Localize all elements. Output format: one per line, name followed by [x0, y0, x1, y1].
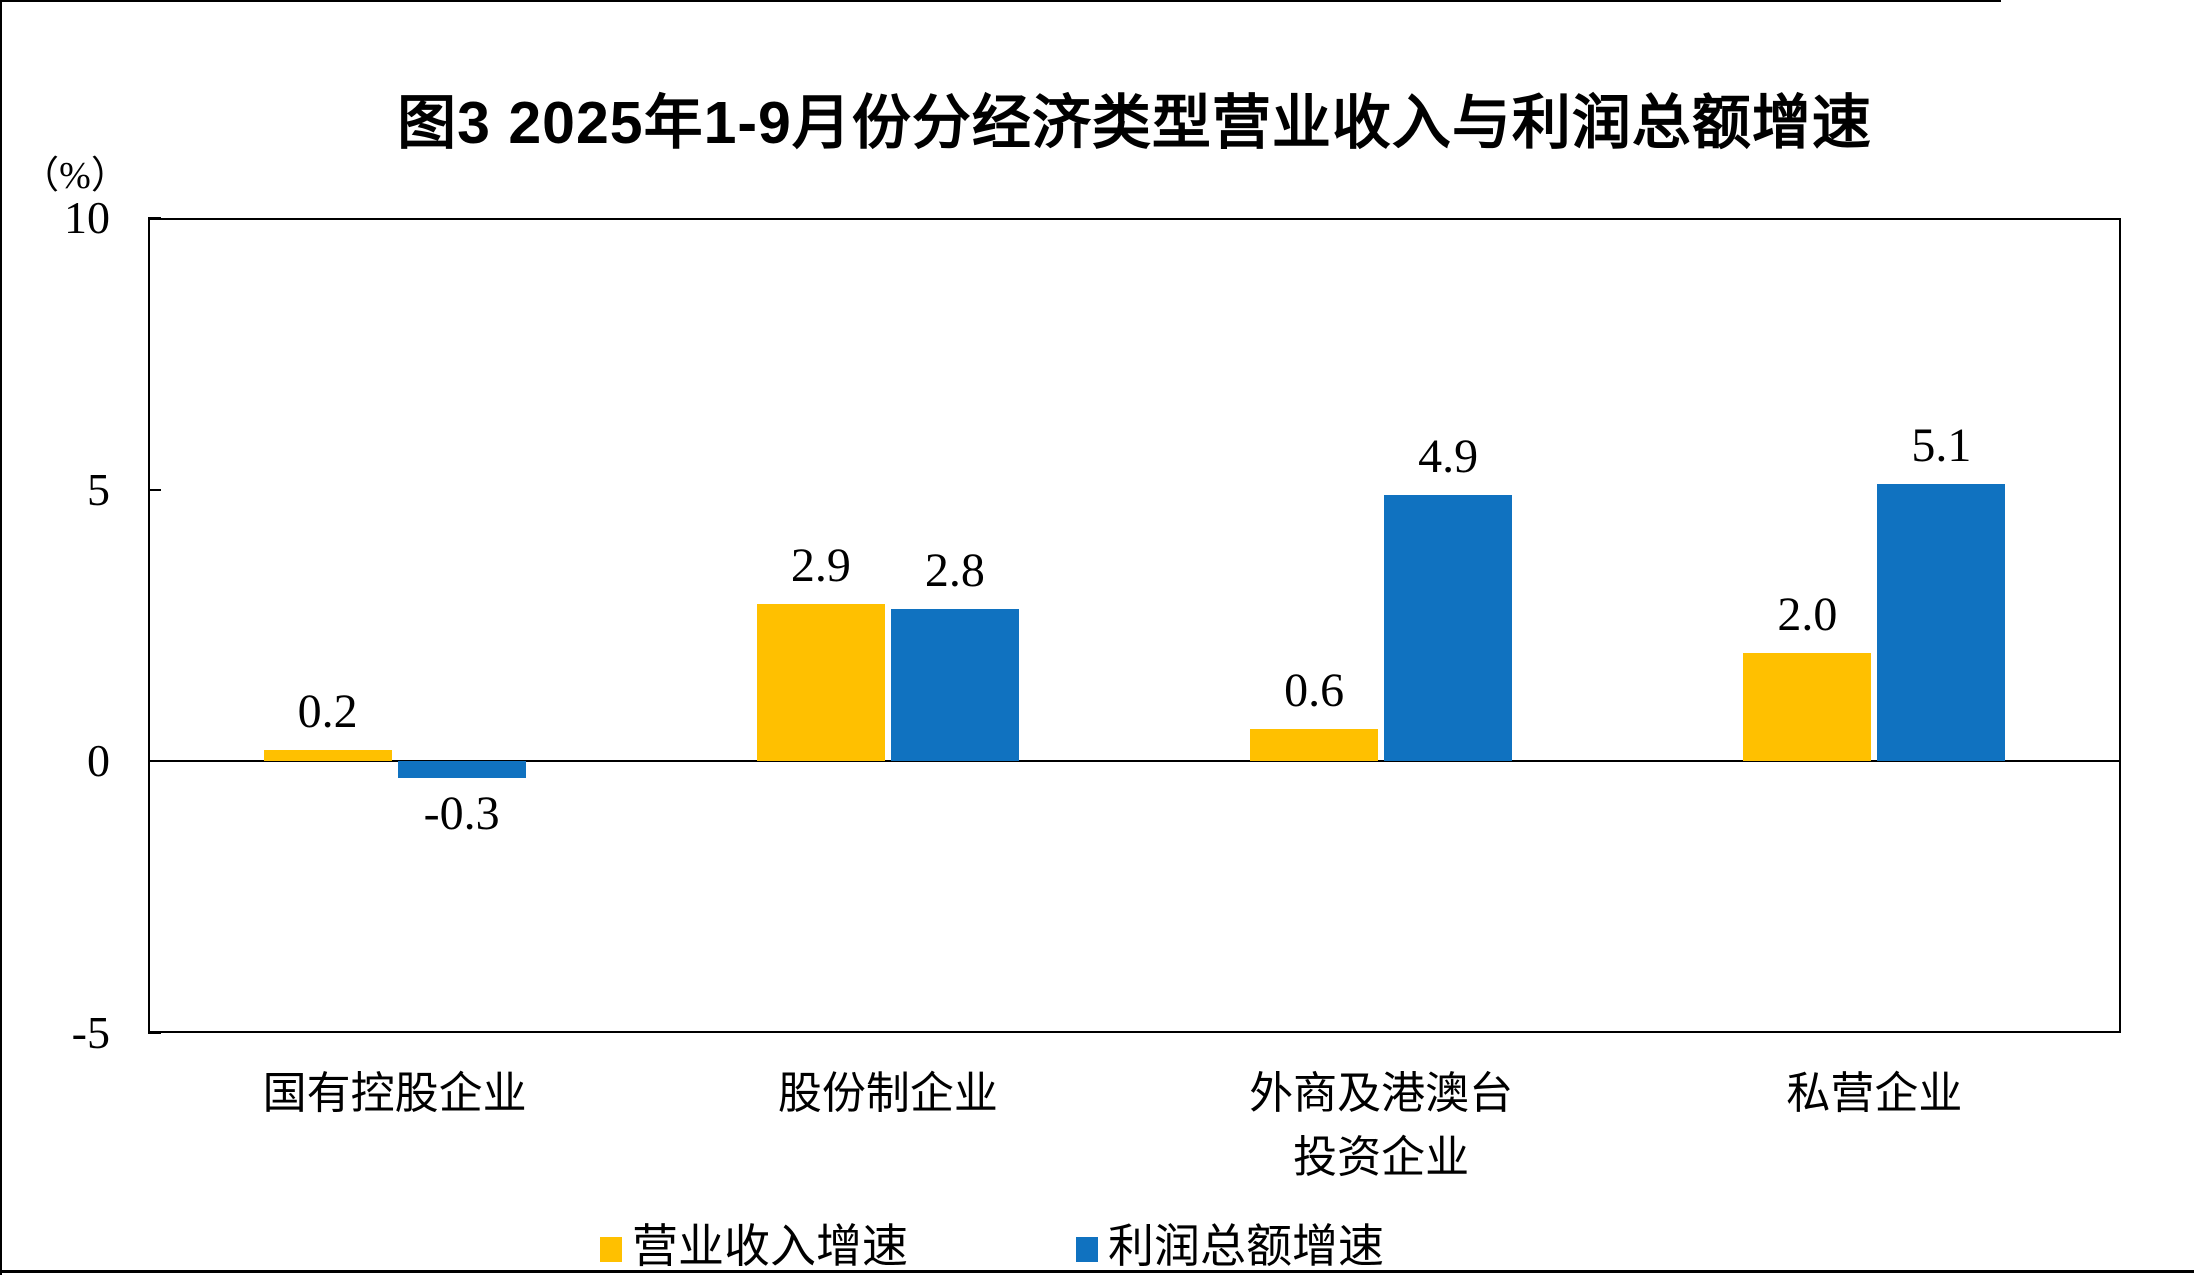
- bar: [1384, 495, 1513, 762]
- bar-value-label: 4.9: [1418, 430, 1479, 484]
- bar: [397, 761, 526, 778]
- bar-value-label: 2.9: [790, 538, 851, 592]
- y-axis-tick-mark: [148, 1032, 161, 1034]
- bar: [263, 750, 392, 762]
- bar: [1877, 484, 2006, 762]
- legend-label: 营业收入增速: [632, 1221, 908, 1272]
- bar: [756, 603, 885, 762]
- legend-item: 利润总额增速: [1076, 1222, 1384, 1272]
- legend-swatch: [600, 1236, 622, 1262]
- y-axis-tick-mark: [148, 217, 161, 219]
- legend-item: 营业收入增速: [600, 1222, 908, 1272]
- bar-value-label: -0.3: [423, 786, 500, 840]
- chart-title: 图3 2025年1-9月份分经济类型营业收入与利润总额增速: [397, 90, 1872, 156]
- x-axis-category-label: 股份制企业: [777, 1069, 998, 1118]
- bar-value-label: 0.6: [1284, 663, 1345, 717]
- x-axis-category-label: 外商及港澳台 投资企业: [1249, 1069, 1514, 1182]
- x-axis-category-label: 国有控股企业: [262, 1069, 527, 1118]
- legend-swatch: [1076, 1236, 1098, 1262]
- zero-line: [148, 760, 2121, 763]
- y-axis-tick-label: 10: [64, 192, 110, 243]
- bar-value-label: 2.8: [924, 544, 985, 598]
- bar-value-label: 0.2: [297, 685, 358, 739]
- bar-value-label: 5.1: [1911, 419, 1972, 473]
- bar-value-label: 2.0: [1777, 587, 1838, 641]
- y-axis-unit-label: （%）: [21, 155, 129, 197]
- bar: [1743, 652, 1872, 762]
- page-border-left: [0, 0, 2, 1275]
- x-axis-category-label: 私营企业: [1786, 1069, 1963, 1118]
- plot-area: [148, 218, 2121, 1033]
- y-axis-tick-label: 5: [87, 463, 110, 515]
- y-axis-tick-label: 0: [87, 735, 110, 787]
- page-border-top: [0, 0, 2001, 2]
- legend: 营业收入增速 利润总额增速: [600, 1222, 1384, 1272]
- y-axis-tick-mark: [148, 488, 161, 491]
- bar: [1250, 728, 1379, 762]
- bar: [890, 609, 1019, 762]
- legend-label: 利润总额增速: [1108, 1221, 1384, 1272]
- page-border-bottom: [0, 1270, 2194, 1273]
- y-axis-tick-label: -5: [71, 1007, 110, 1058]
